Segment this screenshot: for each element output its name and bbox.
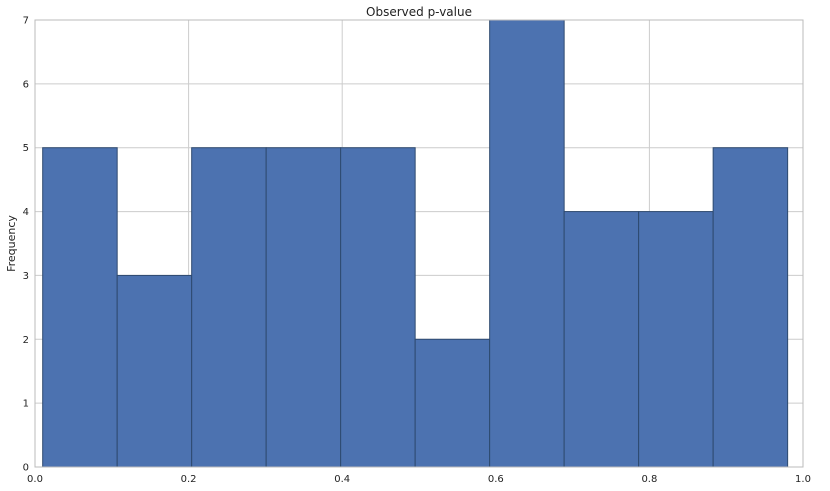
y-tick-label: 6 bbox=[23, 79, 29, 90]
histogram-bar bbox=[42, 147, 118, 468]
x-tick-labels: 0.0 0.2 0.4 0.6 0.8 1.0 bbox=[27, 474, 811, 485]
histogram-bar bbox=[414, 338, 491, 468]
chart-title: Observed p-value bbox=[366, 5, 472, 19]
histogram-bar bbox=[191, 147, 267, 468]
histogram-bar bbox=[712, 147, 789, 468]
x-tick-label: 0.2 bbox=[181, 474, 197, 485]
x-tick-label: 0.0 bbox=[27, 474, 43, 485]
histogram-bar bbox=[563, 211, 640, 468]
y-axis-label: Frequency bbox=[5, 215, 18, 272]
x-tick-label: 0.4 bbox=[334, 474, 350, 485]
x-tick-label: 0.6 bbox=[488, 474, 504, 485]
histogram-bar bbox=[265, 147, 342, 468]
y-tick-label: 4 bbox=[23, 207, 29, 218]
y-tick-label: 3 bbox=[23, 271, 29, 282]
y-tick-label: 1 bbox=[23, 399, 29, 410]
y-tick-label: 7 bbox=[23, 16, 29, 27]
plot-frame bbox=[34, 19, 804, 468]
y-tick-labels: 0 1 2 3 4 5 6 7 bbox=[23, 16, 29, 474]
y-tick-label: 0 bbox=[23, 463, 29, 474]
x-tick-label: 0.8 bbox=[641, 474, 657, 485]
y-tick-label: 5 bbox=[23, 143, 29, 154]
histogram-bar bbox=[489, 19, 565, 468]
y-tick-label: 2 bbox=[23, 335, 29, 346]
histogram-bar bbox=[638, 211, 714, 468]
histogram-bar bbox=[116, 274, 193, 468]
histogram-bar bbox=[340, 147, 416, 468]
x-tick-label: 1.0 bbox=[795, 474, 811, 485]
histogram-bars bbox=[42, 19, 789, 468]
